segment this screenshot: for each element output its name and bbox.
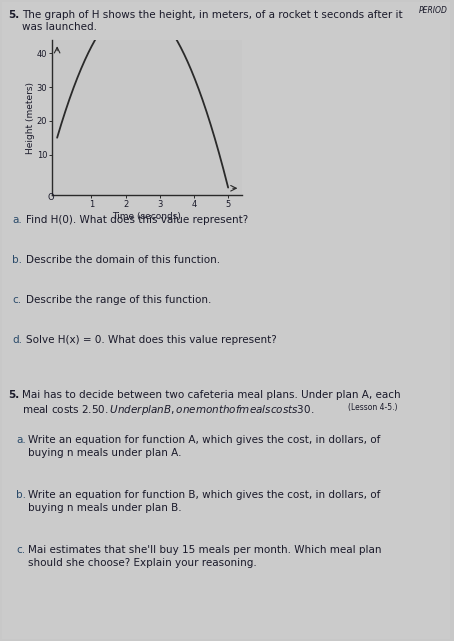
Text: Describe the range of this function.: Describe the range of this function. xyxy=(26,295,212,305)
Text: Mai estimates that she'll buy 15 meals per month. Which meal plan: Mai estimates that she'll buy 15 meals p… xyxy=(28,545,381,555)
Text: d.: d. xyxy=(12,335,22,345)
Text: Describe the domain of this function.: Describe the domain of this function. xyxy=(26,255,220,265)
Text: O: O xyxy=(48,194,54,203)
Text: b.: b. xyxy=(16,490,26,500)
Text: c.: c. xyxy=(12,295,21,305)
Text: The graph of H shows the height, in meters, of a rocket t seconds after it
was l: The graph of H shows the height, in mete… xyxy=(22,10,403,31)
Text: meal costs $2.50. Under plan B, one month of meals costs $30.: meal costs $2.50. Under plan B, one mont… xyxy=(22,403,315,417)
Text: a.: a. xyxy=(12,215,22,225)
Text: a.: a. xyxy=(16,435,26,445)
Text: buying n meals under plan A.: buying n meals under plan A. xyxy=(28,448,182,458)
Text: Write an equation for function B, which gives the cost, in dollars, of: Write an equation for function B, which … xyxy=(28,490,380,500)
Text: 5.: 5. xyxy=(8,10,19,20)
Text: PERIOD: PERIOD xyxy=(419,6,448,15)
Text: b.: b. xyxy=(12,255,22,265)
Text: Write an equation for function A, which gives the cost, in dollars, of: Write an equation for function A, which … xyxy=(28,435,380,445)
Text: Find H(0). What does this value represent?: Find H(0). What does this value represen… xyxy=(26,215,248,225)
Y-axis label: Height (meters): Height (meters) xyxy=(26,81,35,153)
X-axis label: Time (seconds): Time (seconds) xyxy=(113,212,182,221)
Text: Mai has to decide between two cafeteria meal plans. Under plan A, each: Mai has to decide between two cafeteria … xyxy=(22,390,400,400)
Text: 5.: 5. xyxy=(8,390,19,400)
Text: (Lesson 4-5.): (Lesson 4-5.) xyxy=(348,403,398,412)
Text: c.: c. xyxy=(16,545,25,555)
Text: Solve H(x) = 0. What does this value represent?: Solve H(x) = 0. What does this value rep… xyxy=(26,335,277,345)
Text: buying n meals under plan B.: buying n meals under plan B. xyxy=(28,503,182,513)
Text: should she choose? Explain your reasoning.: should she choose? Explain your reasonin… xyxy=(28,558,257,568)
